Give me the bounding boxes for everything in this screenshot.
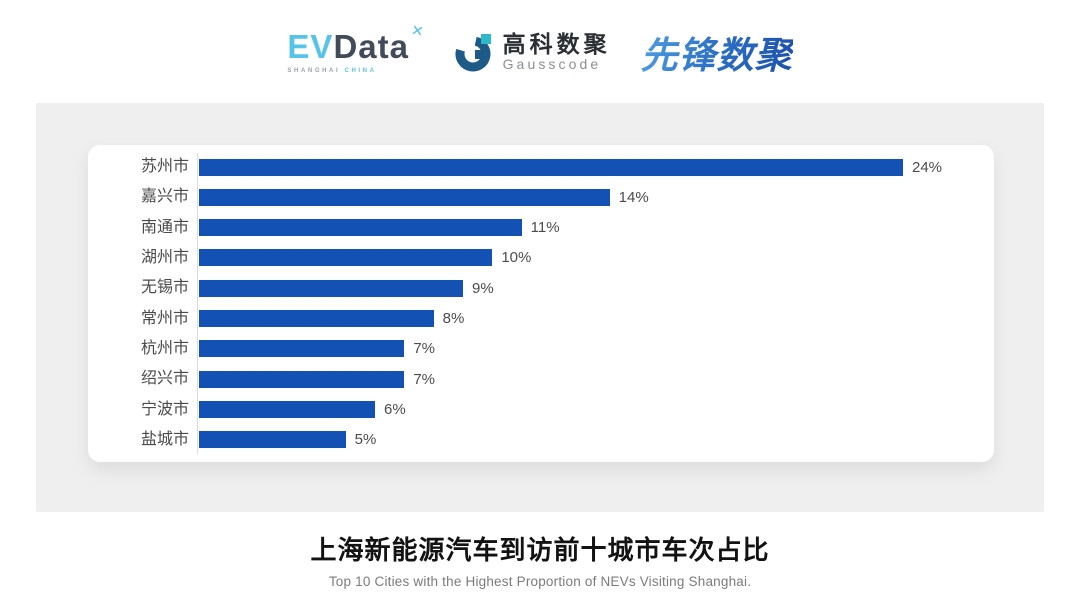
gausscode-g-icon xyxy=(455,34,491,72)
bar-row: 苏州市 24% xyxy=(88,158,984,176)
pioneer-logo: 先锋数聚 xyxy=(641,25,793,79)
evdata-logo: EV Data ✕ SHANGHAI CHINA xyxy=(287,22,426,74)
bar-row: 常州市 8% xyxy=(88,310,984,328)
bar xyxy=(199,401,375,419)
bar-track: 10% xyxy=(199,249,984,267)
value-label: 24% xyxy=(912,158,943,176)
category-label: 无锡市 xyxy=(140,279,189,297)
category-label: 湖州市 xyxy=(140,248,189,266)
category-label: 宁波市 xyxy=(140,400,189,418)
bar xyxy=(199,188,610,206)
logo-strip: EV Data ✕ SHANGHAI CHINA 高科数聚 Gausscode 先锋… xyxy=(0,20,1080,84)
category-label: 嘉兴市 xyxy=(140,188,189,206)
bar xyxy=(199,249,493,267)
bar-row: 湖州市 10% xyxy=(88,249,984,267)
gausscode-text: 高科数聚 Gausscode xyxy=(502,30,611,73)
bar xyxy=(199,219,522,237)
bar-track: 8% xyxy=(199,310,984,328)
gausscode-name-en: Gausscode xyxy=(502,55,602,72)
bar-row: 杭州市 7% xyxy=(88,340,984,358)
bar-track: 24% xyxy=(199,158,984,176)
value-label: 5% xyxy=(354,431,377,449)
value-label: 7% xyxy=(413,370,436,388)
value-label: 14% xyxy=(618,188,649,206)
gausscode-name-cn: 高科数聚 xyxy=(502,30,611,57)
bar xyxy=(199,310,434,328)
bar xyxy=(199,431,346,449)
chart-card: 苏州市 24% 嘉兴市 14% 南通市 11% 湖州市 10% 无锡市 9% 常州市 8% 杭州市 7% 绍… xyxy=(88,145,994,462)
bar-row: 无锡市 9% xyxy=(88,279,984,297)
bar-row: 盐城市 5% xyxy=(88,431,984,449)
evdata-tagline: SHANGHAI CHINA xyxy=(287,68,376,74)
bar xyxy=(199,370,405,388)
category-label: 杭州市 xyxy=(140,339,189,357)
evdata-x-icon: ✕ xyxy=(409,21,426,42)
category-label: 绍兴市 xyxy=(140,370,189,388)
value-label: 7% xyxy=(413,340,436,358)
chart-axis-line xyxy=(197,153,198,454)
chart-panel: 苏州市 24% 嘉兴市 14% 南通市 11% 湖州市 10% 无锡市 9% 常州市 8% 杭州市 7% 绍… xyxy=(36,103,1044,512)
value-label: 8% xyxy=(442,310,465,328)
bar xyxy=(199,158,903,176)
bar-track: 11% xyxy=(199,219,984,237)
bar-row: 绍兴市 7% xyxy=(88,370,984,388)
category-label: 苏州市 xyxy=(140,158,189,175)
bar-track: 5% xyxy=(199,431,984,449)
bar-row: 南通市 11% xyxy=(88,219,984,237)
category-label: 南通市 xyxy=(140,218,189,236)
footer: 上海新能源汽车到访前十城市车次占比 Top 10 Cities with the… xyxy=(0,530,1080,589)
gausscode-logo: 高科数聚 Gausscode xyxy=(455,31,611,73)
bar-row: 嘉兴市 14% xyxy=(88,188,984,206)
chart-subtitle: Top 10 Cities with the Highest Proportio… xyxy=(328,574,752,589)
value-label: 10% xyxy=(501,249,532,267)
bar-track: 7% xyxy=(199,340,984,358)
value-label: 9% xyxy=(472,279,494,297)
bar xyxy=(199,340,405,358)
evdata-ev-text: EV xyxy=(287,28,334,65)
bar-row: 宁波市 6% xyxy=(88,401,984,419)
evdata-wordmark: EV Data ✕ xyxy=(287,22,426,65)
evdata-data-text: Data xyxy=(333,28,409,65)
bar-chart: 苏州市 24% 嘉兴市 14% 南通市 11% 湖州市 10% 无锡市 9% 常州市 8% 杭州市 7% 绍… xyxy=(88,158,984,449)
category-label: 盐城市 xyxy=(140,430,189,448)
bar xyxy=(199,279,463,297)
pioneer-wordmark: 先锋数聚 xyxy=(640,34,793,77)
evdata-tagline-china: CHINA xyxy=(344,68,377,74)
category-label: 常州市 xyxy=(140,309,189,327)
evdata-tagline-shanghai: SHANGHAI xyxy=(287,68,341,74)
bar-track: 14% xyxy=(199,188,984,206)
value-label: 6% xyxy=(384,401,406,419)
chart-title: 上海新能源汽车到访前十城市车次占比 xyxy=(310,535,770,565)
bar-track: 6% xyxy=(199,401,984,419)
bar-track: 7% xyxy=(199,370,984,388)
value-label: 11% xyxy=(530,219,560,237)
bar-track: 9% xyxy=(199,279,984,297)
